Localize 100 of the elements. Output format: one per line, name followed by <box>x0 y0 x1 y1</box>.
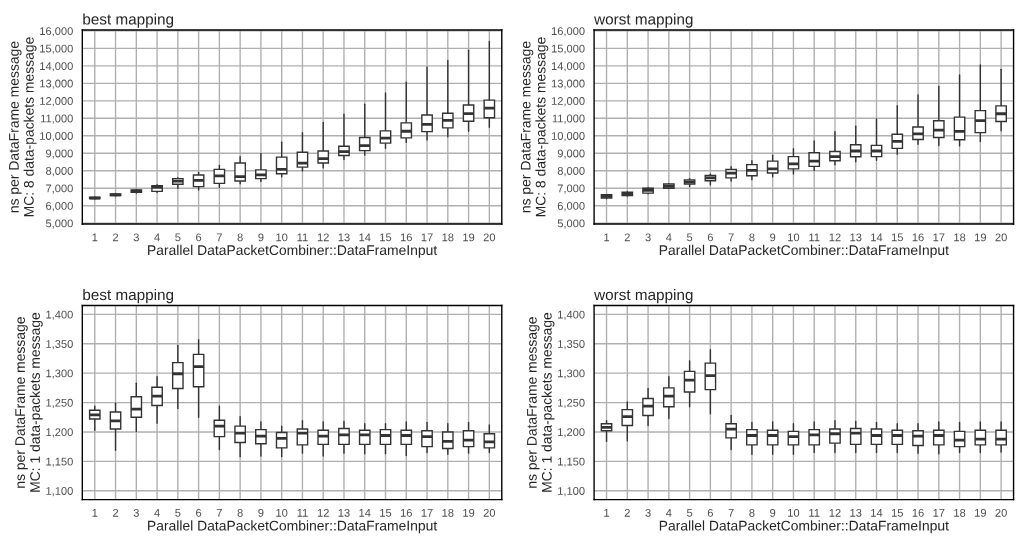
x-tick-label: 4 <box>154 233 160 242</box>
y-tick-label: 8,000 <box>557 167 585 177</box>
x-tick-label: 1 <box>92 233 98 242</box>
x-tick-label: 10 <box>788 508 800 517</box>
x-tick-label: 16 <box>400 233 412 242</box>
y-tick-label: 7,000 <box>46 184 73 194</box>
y-tick-label: 1,100 <box>558 487 585 497</box>
x-tick-label: 12 <box>317 233 329 242</box>
x-tick-label: 3 <box>645 508 651 517</box>
x-tick-label: 10 <box>276 508 288 517</box>
y-tick-label: 15,000 <box>551 44 585 54</box>
y-tick-label: 11,000 <box>552 114 585 124</box>
x-tick-label: 17 <box>933 509 945 517</box>
x-axis-title: Parallel DataPacketCombiner::DataFrameInput <box>148 520 438 534</box>
y-tick-label: 10,000 <box>40 132 73 142</box>
x-tick-label: 18 <box>954 233 966 242</box>
y-tick-label: 1,300 <box>46 369 73 379</box>
y-tick-label: 14,000 <box>40 62 73 72</box>
chart-title: best mapping <box>83 288 174 304</box>
x-tick-label: 11 <box>809 233 820 242</box>
x-tick-label: 15 <box>380 233 392 242</box>
x-tick-label: 8 <box>237 233 243 242</box>
y-tick-label: 7,000 <box>557 184 585 194</box>
x-tick-label: 7 <box>216 233 222 242</box>
x-tick-label: 4 <box>666 509 672 517</box>
x-tick-label: 19 <box>975 233 986 242</box>
x-tick-label: 7 <box>728 233 734 242</box>
y-tick-label: 1,350 <box>558 340 585 350</box>
y-tick-label: 13,000 <box>551 79 585 89</box>
y-tick-label: 5,000 <box>45 219 73 229</box>
chart-title: worst mapping <box>594 288 693 304</box>
x-tick-label: 16 <box>912 508 924 517</box>
chart-title: best mapping <box>83 13 174 28</box>
x-tick-label: 11 <box>297 509 308 517</box>
x-tick-label: 6 <box>196 508 202 517</box>
x-tick-label: 9 <box>258 233 264 242</box>
x-axis-title: Parallel DataPacketCombiner::DataFrameInput <box>659 244 949 258</box>
y-tick-label: 10,000 <box>551 132 585 142</box>
y-tick-label: 13,000 <box>40 79 73 89</box>
x-tick-label: 4 <box>666 233 672 242</box>
x-tick-label: 9 <box>770 508 776 517</box>
x-tick-label: 3 <box>133 508 139 517</box>
x-tick-label: 6 <box>196 233 202 242</box>
x-tick-label: 13 <box>850 508 862 517</box>
x-tick-label: 10 <box>276 233 288 242</box>
x-tick-label: 19 <box>463 233 475 242</box>
y-tick-label: 1,250 <box>558 398 585 409</box>
x-tick-label: 17 <box>933 233 945 242</box>
x-tick-label: 5 <box>175 233 181 242</box>
x-tick-label: 2 <box>113 508 119 517</box>
y-tick-label: 5,000 <box>557 219 585 229</box>
x-tick-label: 19 <box>463 508 475 517</box>
x-tick-label: 7 <box>728 509 734 517</box>
y-tick-label: 16,000 <box>551 27 585 37</box>
x-tick-label: 15 <box>891 509 903 517</box>
x-tick-label: 18 <box>954 508 966 517</box>
x-tick-label: 17 <box>421 509 433 517</box>
y-tick-label: 1,400 <box>46 310 73 320</box>
x-tick-label: 12 <box>829 508 841 517</box>
x-tick-label: 13 <box>338 508 350 517</box>
x-tick-label: 15 <box>891 233 903 242</box>
x-tick-label: 17 <box>421 233 433 242</box>
x-tick-label: 7 <box>216 509 222 517</box>
x-tick-label: 5 <box>686 509 693 517</box>
x-tick-label: 8 <box>237 508 243 517</box>
x-tick-label: 2 <box>624 233 630 242</box>
y-tick-label: 1,300 <box>558 369 585 379</box>
y-tick-label: 11,000 <box>40 114 73 124</box>
x-tick-label: 14 <box>871 233 883 242</box>
x-tick-label: 16 <box>912 233 924 242</box>
x-tick-label: 1 <box>604 233 610 242</box>
y-tick-label: 1,400 <box>558 310 585 320</box>
y-tick-label: 9,000 <box>46 149 73 159</box>
y-tick-label: 6,000 <box>46 201 73 212</box>
x-tick-label: 12 <box>317 508 329 517</box>
x-tick-label: 14 <box>359 509 371 517</box>
chart-title: worst mapping <box>594 13 693 28</box>
x-tick-label: 19 <box>975 508 986 517</box>
y-tick-label: 1,150 <box>558 457 585 467</box>
x-tick-label: 20 <box>483 233 496 242</box>
x-tick-label: 16 <box>400 508 412 517</box>
x-tick-label: 6 <box>707 233 713 242</box>
y-tick-label: 1,350 <box>46 340 73 350</box>
y-tick-label: 6,000 <box>557 201 585 212</box>
x-axis-title: Parallel DataPacketCombiner::DataFrameInput <box>148 244 438 258</box>
x-tick-label: 9 <box>258 508 264 517</box>
x-tick-label: 20 <box>995 233 1007 242</box>
x-tick-label: 13 <box>850 233 862 242</box>
x-tick-label: 20 <box>995 508 1007 517</box>
y-axis-title: ns per DataFrame message MC: 1 data-packets message <box>15 312 43 492</box>
x-tick-label: 14 <box>871 509 883 517</box>
x-tick-label: 10 <box>788 233 800 242</box>
x-tick-label: 3 <box>645 233 651 242</box>
x-tick-label: 9 <box>770 233 776 242</box>
x-tick-label: 3 <box>133 233 139 242</box>
y-tick-label: 16,000 <box>40 27 73 37</box>
y-tick-label: 1,250 <box>46 398 73 409</box>
x-tick-label: 12 <box>829 233 841 242</box>
y-tick-label: 12,000 <box>40 97 73 107</box>
x-tick-label: 11 <box>297 233 308 242</box>
